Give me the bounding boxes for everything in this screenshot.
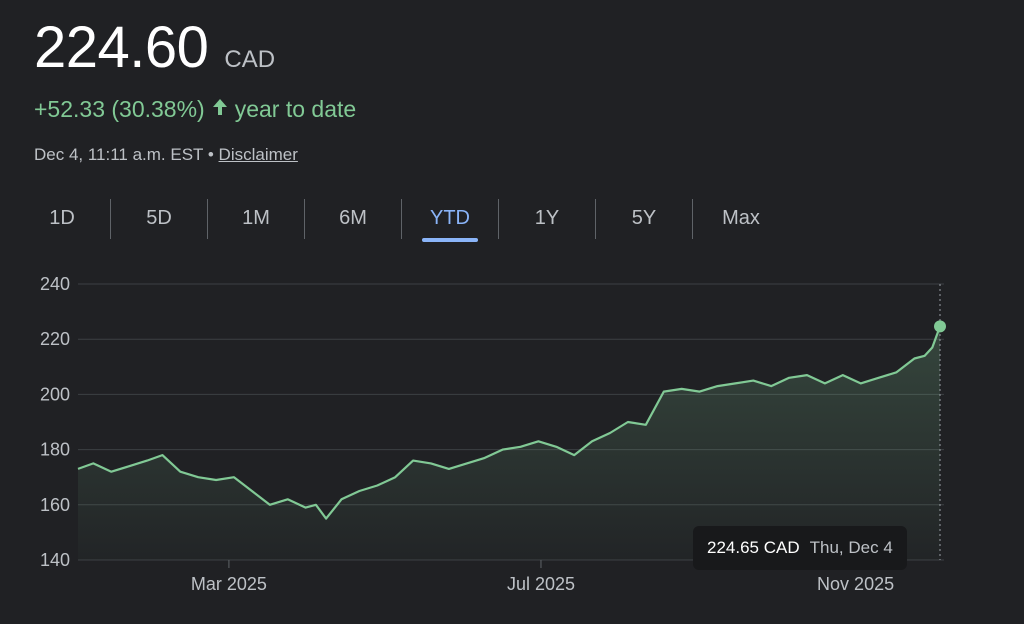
tab-separator	[401, 199, 402, 239]
data-point	[591, 440, 593, 442]
data-point	[699, 391, 701, 393]
data-point	[146, 460, 148, 462]
arrow-up-icon	[211, 96, 229, 123]
data-point	[179, 471, 181, 473]
quote-timestamp-line: Dec 4, 11:11 a.m. EST • Disclaimer	[34, 145, 298, 165]
tab-separator	[304, 199, 305, 239]
data-point	[939, 325, 941, 327]
data-point	[878, 377, 880, 379]
data-point	[269, 504, 271, 506]
data-point	[92, 462, 94, 464]
currency-label: CAD	[224, 46, 276, 73]
y-tick-label: 180	[40, 440, 70, 460]
data-point	[215, 479, 217, 481]
data-point	[681, 388, 683, 390]
x-tick-label: Mar 2025	[191, 574, 267, 594]
data-point	[573, 454, 575, 456]
data-point	[913, 358, 915, 360]
data-point	[770, 385, 772, 387]
data-point	[430, 462, 432, 464]
data-point	[77, 468, 79, 470]
tooltip-date: Thu, Dec 4	[809, 538, 893, 557]
data-point	[484, 457, 486, 459]
data-point	[788, 377, 790, 379]
data-point	[555, 446, 557, 448]
y-tick-label: 220	[40, 329, 70, 349]
y-tick-label: 160	[40, 495, 70, 515]
data-point	[376, 484, 378, 486]
quote-header: 224.60 CAD	[34, 14, 275, 81]
data-point	[233, 476, 235, 478]
tab-5y[interactable]: 5Y	[631, 207, 657, 229]
tab-separator	[692, 199, 693, 239]
change-value: +52.33 (30.38%)	[34, 96, 205, 122]
quote-timestamp: Dec 4, 11:11 a.m. EST •	[34, 145, 214, 164]
tab-separator	[498, 199, 499, 239]
tab-1m[interactable]: 1M	[242, 207, 270, 229]
data-point	[924, 355, 926, 357]
chart-tooltip: 224.65 CAD Thu, Dec 4	[693, 526, 907, 570]
y-tick-label: 200	[40, 384, 70, 404]
y-tick-label: 240	[40, 274, 70, 294]
data-point	[358, 490, 360, 492]
data-point	[466, 462, 468, 464]
data-point	[161, 454, 163, 456]
tab-1d[interactable]: 1D	[49, 207, 75, 229]
data-point	[752, 380, 754, 382]
series-area	[78, 326, 940, 560]
series-line	[77, 326, 942, 520]
data-point	[806, 374, 808, 376]
data-point	[520, 446, 522, 448]
data-point	[251, 490, 253, 492]
hover-point	[934, 320, 946, 333]
data-point	[734, 382, 736, 384]
tab-separator	[110, 199, 111, 239]
tab-separator	[595, 199, 596, 239]
data-point	[842, 374, 844, 376]
data-point	[931, 346, 933, 348]
data-point	[325, 518, 327, 520]
data-point	[340, 498, 342, 500]
change-period: year to date	[234, 96, 357, 122]
data-point	[824, 382, 826, 384]
data-point	[896, 371, 898, 373]
x-tick-label: Jul 2025	[507, 574, 575, 594]
data-point	[412, 460, 414, 462]
data-point	[627, 421, 629, 423]
price-change: +52.33 (30.38%) year to date	[34, 96, 356, 123]
data-point	[315, 504, 317, 506]
tab-separator	[207, 199, 208, 239]
tab-ytd[interactable]: YTD	[402, 198, 498, 242]
range-tabs: 1D 5D 1M 6M YTD 1Y 5Y Max	[14, 198, 789, 242]
data-point	[448, 468, 450, 470]
price-chart[interactable]: 240 220 200 180 160 140 Mar 2025 Jul 2025 Nov 20…	[0, 260, 1024, 624]
data-point	[197, 476, 199, 478]
data-point	[287, 498, 289, 500]
data-point	[663, 391, 665, 393]
data-point	[537, 440, 539, 442]
tab-1y[interactable]: 1Y	[534, 207, 560, 229]
data-point	[128, 465, 130, 467]
tooltip-price: 224.65 CAD	[707, 538, 800, 557]
data-point	[110, 471, 112, 473]
y-tick-label: 140	[40, 550, 70, 570]
data-point	[609, 432, 611, 434]
current-price: 224.60	[34, 15, 209, 80]
data-point	[394, 476, 396, 478]
data-point	[645, 424, 647, 426]
tab-5d[interactable]: 5D	[146, 207, 172, 229]
data-point	[305, 507, 307, 509]
data-point	[502, 449, 504, 451]
x-tick-label: Nov 2025	[817, 574, 894, 594]
data-point	[716, 385, 718, 387]
tab-6m[interactable]: 6M	[339, 207, 367, 229]
tab-max[interactable]: Max	[722, 207, 760, 229]
disclaimer-link[interactable]: Disclaimer	[218, 145, 298, 164]
data-point	[860, 382, 862, 384]
